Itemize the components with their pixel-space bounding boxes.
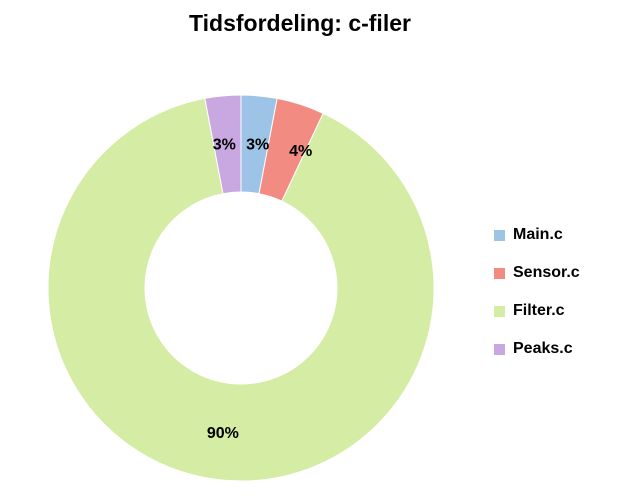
legend-swatch — [494, 343, 505, 355]
legend-swatch — [494, 229, 505, 241]
legend-label: Sensor.c — [513, 264, 580, 281]
legend-item-filter-c: Filter.c — [494, 292, 580, 330]
legend: Main.c Sensor.c Filter.c Peaks.c — [494, 216, 580, 368]
legend-swatch — [494, 267, 505, 279]
data-label-filter-c: 90% — [207, 425, 239, 442]
legend-item-main-c: Main.c — [494, 216, 580, 254]
legend-label: Main.c — [513, 226, 563, 243]
data-label-sensor-c: 4% — [289, 143, 312, 160]
legend-label: Filter.c — [513, 302, 565, 319]
data-label-peaks-c: 3% — [213, 137, 236, 154]
chart-title: Tidsfordeling: c-filer — [189, 10, 411, 36]
legend-label: Peaks.c — [513, 340, 573, 357]
data-label-main-c: 3% — [246, 137, 269, 154]
donut-slice-peaks-c — [204, 94, 242, 195]
donut-slice-filter-c — [47, 97, 435, 482]
legend-item-peaks-c: Peaks.c — [494, 330, 580, 368]
legend-item-sensor-c: Sensor.c — [494, 254, 580, 292]
legend-swatch — [494, 305, 505, 317]
